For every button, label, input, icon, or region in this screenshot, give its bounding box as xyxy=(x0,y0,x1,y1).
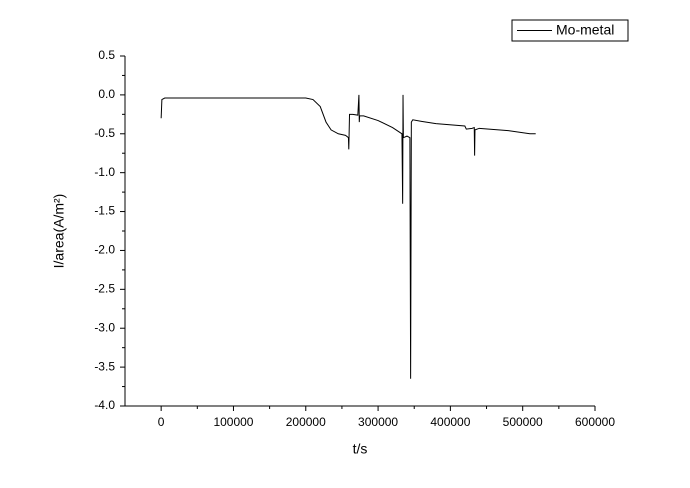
x-axis-title: t/s xyxy=(353,441,368,457)
x-tick-label: 100000 xyxy=(213,415,253,429)
y-tick-label: -2.5 xyxy=(94,282,115,296)
y-tick-label: -1.5 xyxy=(94,204,115,218)
x-tick-label: 400000 xyxy=(430,415,470,429)
y-tick-label: -1.0 xyxy=(94,165,115,179)
legend-label: Mo-metal xyxy=(556,22,614,38)
y-tick-label: 0.0 xyxy=(98,87,115,101)
y-tick-label: -4.0 xyxy=(94,398,115,412)
y-tick-label: -3.5 xyxy=(94,359,115,373)
x-tick-label: 200000 xyxy=(286,415,326,429)
legend-box xyxy=(511,19,629,42)
x-tick-label: 600000 xyxy=(575,415,615,429)
y-tick-label: -3.0 xyxy=(94,320,115,334)
y-tick-label: -2.0 xyxy=(94,243,115,257)
y-axis-title: I/area(A/m²) xyxy=(51,194,67,269)
data-line xyxy=(160,94,536,379)
y-tick-label: -0.5 xyxy=(94,126,115,140)
x-tick-label: 0 xyxy=(158,415,165,429)
x-tick-label: 500000 xyxy=(503,415,543,429)
y-tick-label: 0.5 xyxy=(98,48,115,62)
x-tick-label: 300000 xyxy=(358,415,398,429)
